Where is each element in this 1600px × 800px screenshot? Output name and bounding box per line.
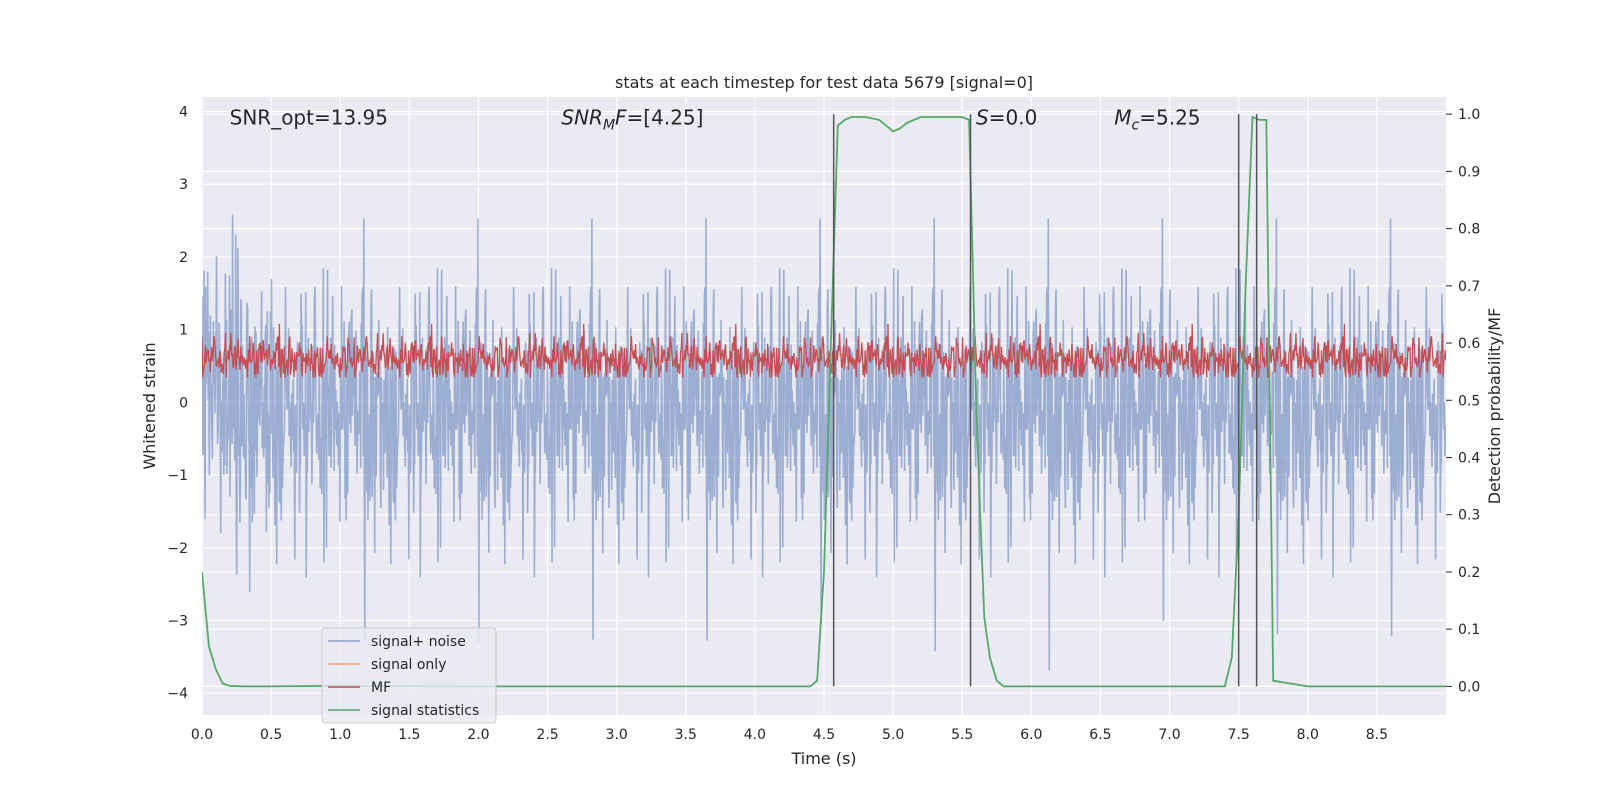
y-tick-label-2: 2 xyxy=(179,250,188,266)
annotation-s: S=0.0 xyxy=(976,106,1037,130)
x-tick-label-12: 6.0 xyxy=(1020,727,1042,743)
x-tick-label-8: 4.0 xyxy=(744,727,766,743)
legend-frame xyxy=(321,627,497,724)
y2-tick-label-7: 0.3 xyxy=(1458,508,1480,524)
legend-label-signal-statistics: signal statistics xyxy=(371,703,479,719)
y-axis-label: Whitened strain xyxy=(140,342,159,469)
y-tick-label-6: −2 xyxy=(167,541,188,557)
x-tick-label-9: 4.5 xyxy=(813,727,835,743)
y-tick-label-4: 0 xyxy=(179,395,188,411)
annotations: SNR_opt=13.95 SNRMF=[4.25] S=0.0 Mc=5.25 xyxy=(230,106,1201,134)
y2-tick-label-10: 0.0 xyxy=(1458,679,1480,695)
marker-layer xyxy=(832,114,1258,687)
y2-tick-label-1: 0.9 xyxy=(1458,164,1480,180)
y2-tick-label-8: 0.2 xyxy=(1458,565,1480,581)
x-tick-label-1: 0.5 xyxy=(260,727,282,743)
y-tick-label-0: 4 xyxy=(179,105,188,121)
x-tick-label-2: 1.0 xyxy=(329,727,351,743)
legend-label-signal-noise: signal+ noise xyxy=(371,634,466,650)
y2-tick-label-5: 0.5 xyxy=(1458,393,1480,409)
y2-tick-label-0: 1.0 xyxy=(1458,107,1480,123)
chart-title: stats at each timestep for test data 567… xyxy=(615,73,1033,92)
x-axis: 0.0 0.5 1.0 1.5 2.0 2.5 3.0 3.5 4.0 4.5 5.0 5.5 6.0 6… xyxy=(191,727,1388,743)
x-tick-label-10: 5.0 xyxy=(882,727,904,743)
y-tick-label-3: 1 xyxy=(179,323,188,339)
y-tick-label-1: 3 xyxy=(179,177,188,193)
y2-tick-label-3: 0.7 xyxy=(1458,279,1480,295)
y-tick-label-7: −3 xyxy=(167,613,188,629)
x-tick-label-16: 8.0 xyxy=(1297,727,1319,743)
x-tick-label-14: 7.0 xyxy=(1158,727,1180,743)
y2-tick-label-6: 0.4 xyxy=(1458,451,1480,467)
legend-label-mf: MF xyxy=(371,680,391,696)
annotation-snr-opt: SNR_opt=13.95 xyxy=(230,106,388,130)
x-tick-label-13: 6.5 xyxy=(1089,727,1111,743)
x-tick-label-4: 2.0 xyxy=(467,727,489,743)
x-tick-label-5: 2.5 xyxy=(536,727,558,743)
x-tick-label-17: 8.5 xyxy=(1366,727,1388,743)
x-tick-label-6: 3.0 xyxy=(606,727,628,743)
y2-axis-label: Detection probability/MF xyxy=(1485,308,1504,505)
x-tick-label-11: 5.5 xyxy=(951,727,973,743)
y2-tick-label-4: 0.6 xyxy=(1458,336,1480,352)
x-tick-label-7: 3.5 xyxy=(675,727,697,743)
annotation-mc: Mc=5.25 xyxy=(1114,106,1200,134)
y2-tick-label-2: 0.8 xyxy=(1458,222,1480,238)
legend: signal+ noise signal only MF signal stat… xyxy=(321,627,497,724)
annotation-snr-mf: SNRMF=[4.25] xyxy=(561,106,703,134)
x-tick-label-15: 7.5 xyxy=(1228,727,1250,743)
y-tick-label-8: −4 xyxy=(167,686,188,702)
y2-tick-label-9: 0.1 xyxy=(1458,622,1480,638)
legend-label-signal-only: signal only xyxy=(371,657,446,673)
x-tick-label-3: 1.5 xyxy=(398,727,420,743)
y-tick-label-5: −1 xyxy=(167,468,188,484)
y-axis-left: 4 3 2 1 0 −1 −2 −3 −4 xyxy=(167,105,188,703)
y-axis-right: 1.0 0.9 0.8 0.7 0.6 0.5 0.4 0.3 0.2 0.1 0.0 xyxy=(1446,107,1480,695)
x-axis-label: Time (s) xyxy=(790,749,856,768)
x-tick-label-0: 0.0 xyxy=(191,727,213,743)
